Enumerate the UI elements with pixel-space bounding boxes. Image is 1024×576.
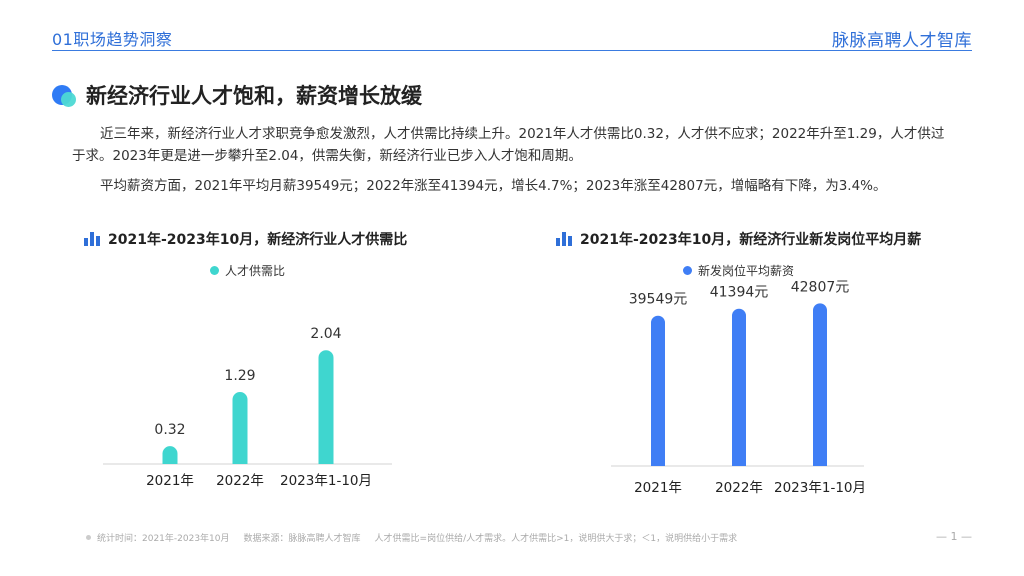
bar-base-2 xyxy=(318,456,334,464)
bar-supply-demand-2 xyxy=(318,350,334,464)
bar-base-0 xyxy=(651,459,665,466)
chart-title-text: 2021年-2023年10月，新经济行业新发岗位平均月薪 xyxy=(580,232,922,248)
bar-base-0 xyxy=(162,456,178,464)
chart-title-salary: 2021年-2023年10月，新经济行业新发岗位平均月薪 xyxy=(556,229,921,249)
footer-notes: 统计时间：2021年-2023年10月 数据来源：脉脉高聘人才智库 人才供需比=… xyxy=(86,531,751,544)
bar-salary-1 xyxy=(732,308,746,466)
legend-supply-demand: 人才供需比 xyxy=(210,262,285,279)
legend-label: 人才供需比 xyxy=(225,264,286,278)
data-label-0: 39549元 xyxy=(629,292,688,308)
bar-base-1 xyxy=(232,456,248,464)
page-title-row: 新经济行业人才饱和，薪资增长放缓 xyxy=(52,80,422,110)
footer-stat-time: 统计时间：2021年-2023年10月 xyxy=(97,534,230,544)
header-divider xyxy=(52,50,972,51)
page-number: — 1 — xyxy=(936,530,972,543)
data-label-1: 41394元 xyxy=(710,285,769,301)
footer-dot-icon xyxy=(86,535,91,540)
bar-salary-0 xyxy=(651,315,665,466)
x-tick-label-0: 2021年 xyxy=(634,480,682,496)
legend-dot xyxy=(683,266,692,275)
brand-name: 脉脉高聘人才智库 xyxy=(832,31,972,51)
page-title: 新经济行业人才饱和，薪资增长放缓 xyxy=(86,84,422,108)
x-tick-label-0: 2021年 xyxy=(146,473,194,489)
bar-salary-2 xyxy=(813,303,827,466)
section-title: 01职场趋势洞察 xyxy=(52,30,173,49)
bar-base-1 xyxy=(732,459,746,466)
chart-title-text: 2021年-2023年10月，新经济行业人才供需比 xyxy=(108,232,408,248)
bar-chart-icon xyxy=(84,232,102,246)
page-header: 01职场趋势洞察 脉脉高聘人才智库 xyxy=(0,0,1024,52)
paragraph-salary: 平均薪资方面，2021年平均月薪39549元；2022年涨至41394元，增长4… xyxy=(100,178,887,194)
data-label-1: 1.29 xyxy=(224,368,255,384)
data-label-2: 2.04 xyxy=(310,326,341,342)
bar-supply-demand-1 xyxy=(232,392,248,464)
data-label-2: 42807元 xyxy=(791,279,850,295)
x-tick-label-2: 2023年1-10月 xyxy=(280,473,372,489)
bar-base-2 xyxy=(813,459,827,466)
bubble-logo-icon xyxy=(52,83,78,107)
footer-source: 数据来源：脉脉高聘人才智库 xyxy=(243,534,361,544)
x-tick-label-1: 2022年 xyxy=(216,473,264,489)
legend-salary: 新发岗位平均薪资 xyxy=(683,262,794,279)
legend-label: 新发岗位平均薪资 xyxy=(698,264,795,278)
chart-title-supply-demand: 2021年-2023年10月，新经济行业人才供需比 xyxy=(84,229,407,249)
x-tick-label-2: 2023年1-10月 xyxy=(774,480,866,496)
legend-dot xyxy=(210,266,219,275)
data-label-0: 0.32 xyxy=(154,422,185,438)
footer-note: 人才供需比=岗位供给/人才需求。人才供需比>1，说明供大于求；＜1，说明供给小于… xyxy=(374,534,738,544)
x-tick-label-1: 2022年 xyxy=(715,480,763,496)
bar-chart-icon xyxy=(556,232,574,246)
paragraph-supply-demand: 近三年来，新经济行业人才求职竞争愈发激烈，人才供需比持续上升。2021年人才供需… xyxy=(72,126,945,164)
